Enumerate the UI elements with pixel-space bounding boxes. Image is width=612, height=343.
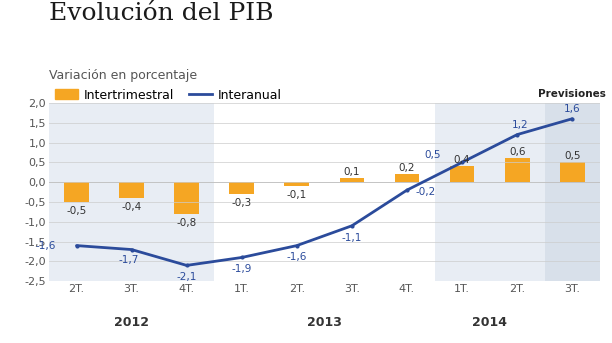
Text: 0,2: 0,2 [399, 163, 415, 173]
Text: 2014: 2014 [472, 316, 507, 329]
Text: -0,4: -0,4 [121, 202, 142, 212]
Text: Previsiones: Previsiones [539, 90, 606, 99]
Bar [119, 182, 144, 198]
Bar [174, 182, 199, 214]
Text: -0,1: -0,1 [286, 190, 307, 200]
Bar [450, 166, 474, 182]
Bar [545, 103, 600, 281]
Text: 0,5: 0,5 [564, 151, 580, 161]
Text: -1,9: -1,9 [231, 264, 252, 274]
Text: -0,2: -0,2 [416, 187, 436, 197]
Text: -1,1: -1,1 [341, 233, 362, 243]
Text: Variación en porcentaje: Variación en porcentaje [49, 69, 197, 82]
Bar [340, 178, 364, 182]
Bar [64, 182, 89, 202]
Bar [214, 103, 435, 281]
Text: Evolución del PIB: Evolución del PIB [49, 2, 274, 25]
Bar [435, 103, 545, 281]
Text: -1,7: -1,7 [119, 256, 139, 265]
Text: -2,1: -2,1 [176, 272, 197, 282]
Text: 0,4: 0,4 [454, 155, 470, 165]
Legend: Intertrimestral, Interanual: Intertrimestral, Interanual [55, 88, 282, 102]
Text: -0,3: -0,3 [231, 198, 252, 208]
Text: 0,5: 0,5 [425, 150, 441, 161]
Text: 1,2: 1,2 [512, 120, 528, 130]
Text: -1,6: -1,6 [35, 240, 56, 251]
Text: 0,1: 0,1 [344, 167, 360, 177]
Bar [285, 182, 309, 186]
Bar [505, 158, 529, 182]
Bar [560, 162, 584, 182]
Text: 2013: 2013 [307, 316, 341, 329]
Text: 0,6: 0,6 [509, 147, 525, 157]
Bar [395, 174, 419, 182]
Text: -0,8: -0,8 [176, 218, 197, 228]
Text: 2012: 2012 [114, 316, 149, 329]
Bar [230, 182, 254, 194]
Text: 1,6: 1,6 [564, 104, 581, 114]
Bar [49, 103, 214, 281]
Text: -0,5: -0,5 [66, 206, 87, 216]
Text: -1,6: -1,6 [286, 252, 307, 262]
